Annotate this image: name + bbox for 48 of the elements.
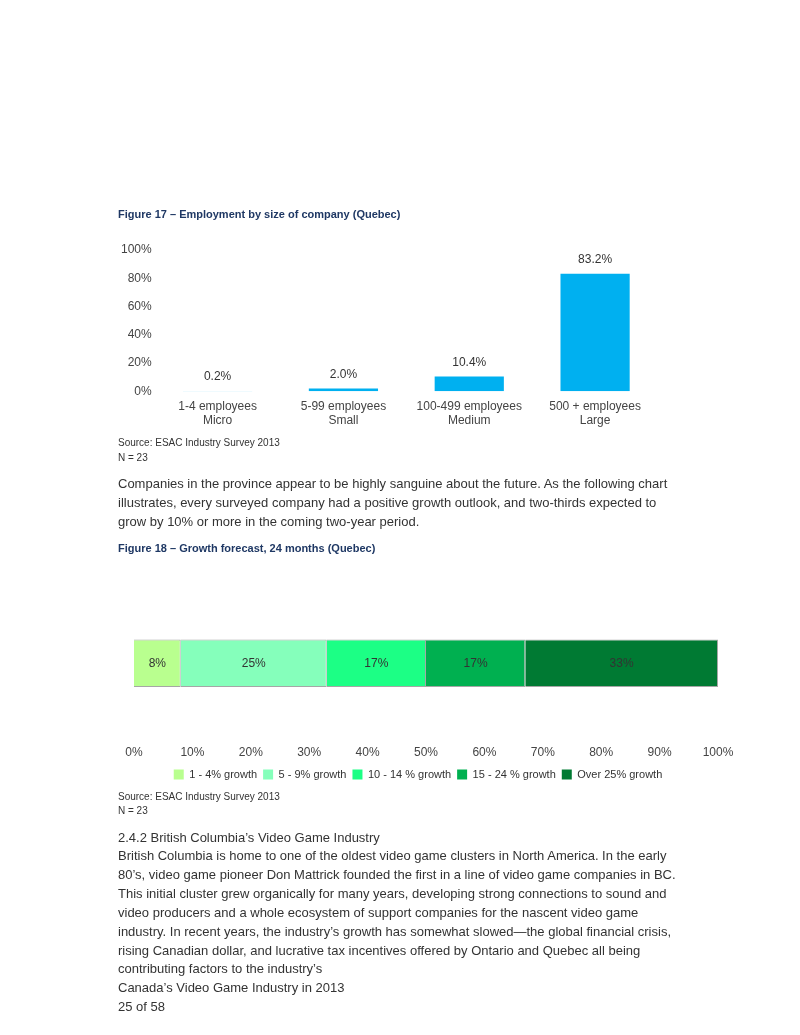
bar [434, 376, 504, 392]
legend-label: 15 - 24 % growth [472, 767, 556, 780]
data-label: 33% [609, 655, 634, 670]
x-tick-label: 90% [647, 744, 672, 759]
x-tick-label: 100-499 employees Medium [416, 398, 522, 428]
y-tick-label: 40% [127, 327, 153, 342]
data-label: 17% [364, 655, 389, 670]
x-tick-label: 100% [702, 744, 734, 759]
text: Canada’s Video Game Industry in 2013 [118, 979, 346, 998]
text: N = 23 [118, 804, 149, 819]
text: 25 of 58 [118, 998, 166, 1017]
chart-title: Figure 17 – Employment by size of company (Quebec) [118, 208, 402, 220]
x-tick-label: 30% [297, 744, 322, 759]
y-tick-label: 80% [127, 270, 153, 285]
x-tick-label: 10% [180, 744, 205, 759]
legend-label: 5 - 9% growth [278, 767, 347, 780]
x-tick-label: 500 + employees Large [549, 398, 641, 428]
x-tick-label: 5-99 employees Small [300, 398, 387, 428]
data-label: 83.2% [578, 252, 613, 267]
x-tick-label: 1-4 employees Micro [178, 398, 257, 428]
x-tick-label: 70% [530, 744, 556, 759]
x-tick-label: 50% [413, 744, 439, 759]
text: N = 23 [118, 450, 149, 465]
y-tick-label: 60% [127, 298, 153, 313]
data-label: 25% [241, 655, 267, 670]
bar [308, 388, 379, 392]
y-tick-label: 100% [120, 242, 153, 257]
text: British Columbia is home to one of the oldest video game clusters in North America. In the early 80’s, video game pioneer Don Mattrick founded the first in a line of video game companies in BC. This initial cluster grew organically for many years, developing strong connections to sound and video producers and a whole ecosystem of support companies for the nascent video game industry. In recent years, the industry’s growth has somewhat slowed—the global financial crisis, rising Canadian dollar, and lucrative tax incentives offered by Ontario and Quebec all being contributing factors to the industry’s [118, 847, 677, 979]
data-label: 2.0% [329, 366, 358, 381]
text: 2.4.2 British Columbia’s Video Game Industry [118, 828, 381, 847]
chart-title: Figure 18 – Growth forecast, 24 months (Quebec) [118, 541, 377, 554]
y-tick-label: 0% [134, 383, 153, 398]
data-label: 8% [148, 655, 167, 670]
legend-label: Over 25% growth [577, 767, 663, 780]
data-label: 0.2% [203, 369, 232, 384]
legend-label: 1 - 4% growth [189, 767, 258, 780]
data-label: 17% [463, 655, 488, 670]
x-tick-label: 60% [472, 744, 497, 759]
x-tick-label: 80% [589, 744, 614, 759]
x-tick-label: 40% [355, 744, 380, 759]
x-tick-label: 20% [238, 744, 264, 759]
legend-label: 10 - 14 % growth [367, 767, 452, 780]
source-note: Source: ESAC Industry Survey 2013 [118, 436, 281, 450]
text: Companies in the province appear to be highly sanguine about the future. As the following chart illustrates, every surveyed company had a positive growth outlook, and two-thirds expected to grow by 10% or more in the coming two-year period. [118, 475, 669, 531]
y-tick-label: 20% [127, 355, 153, 370]
source-note: Source: ESAC Industry Survey 2013 [118, 789, 281, 804]
data-label: 10.4% [452, 354, 487, 369]
bar [560, 273, 630, 392]
